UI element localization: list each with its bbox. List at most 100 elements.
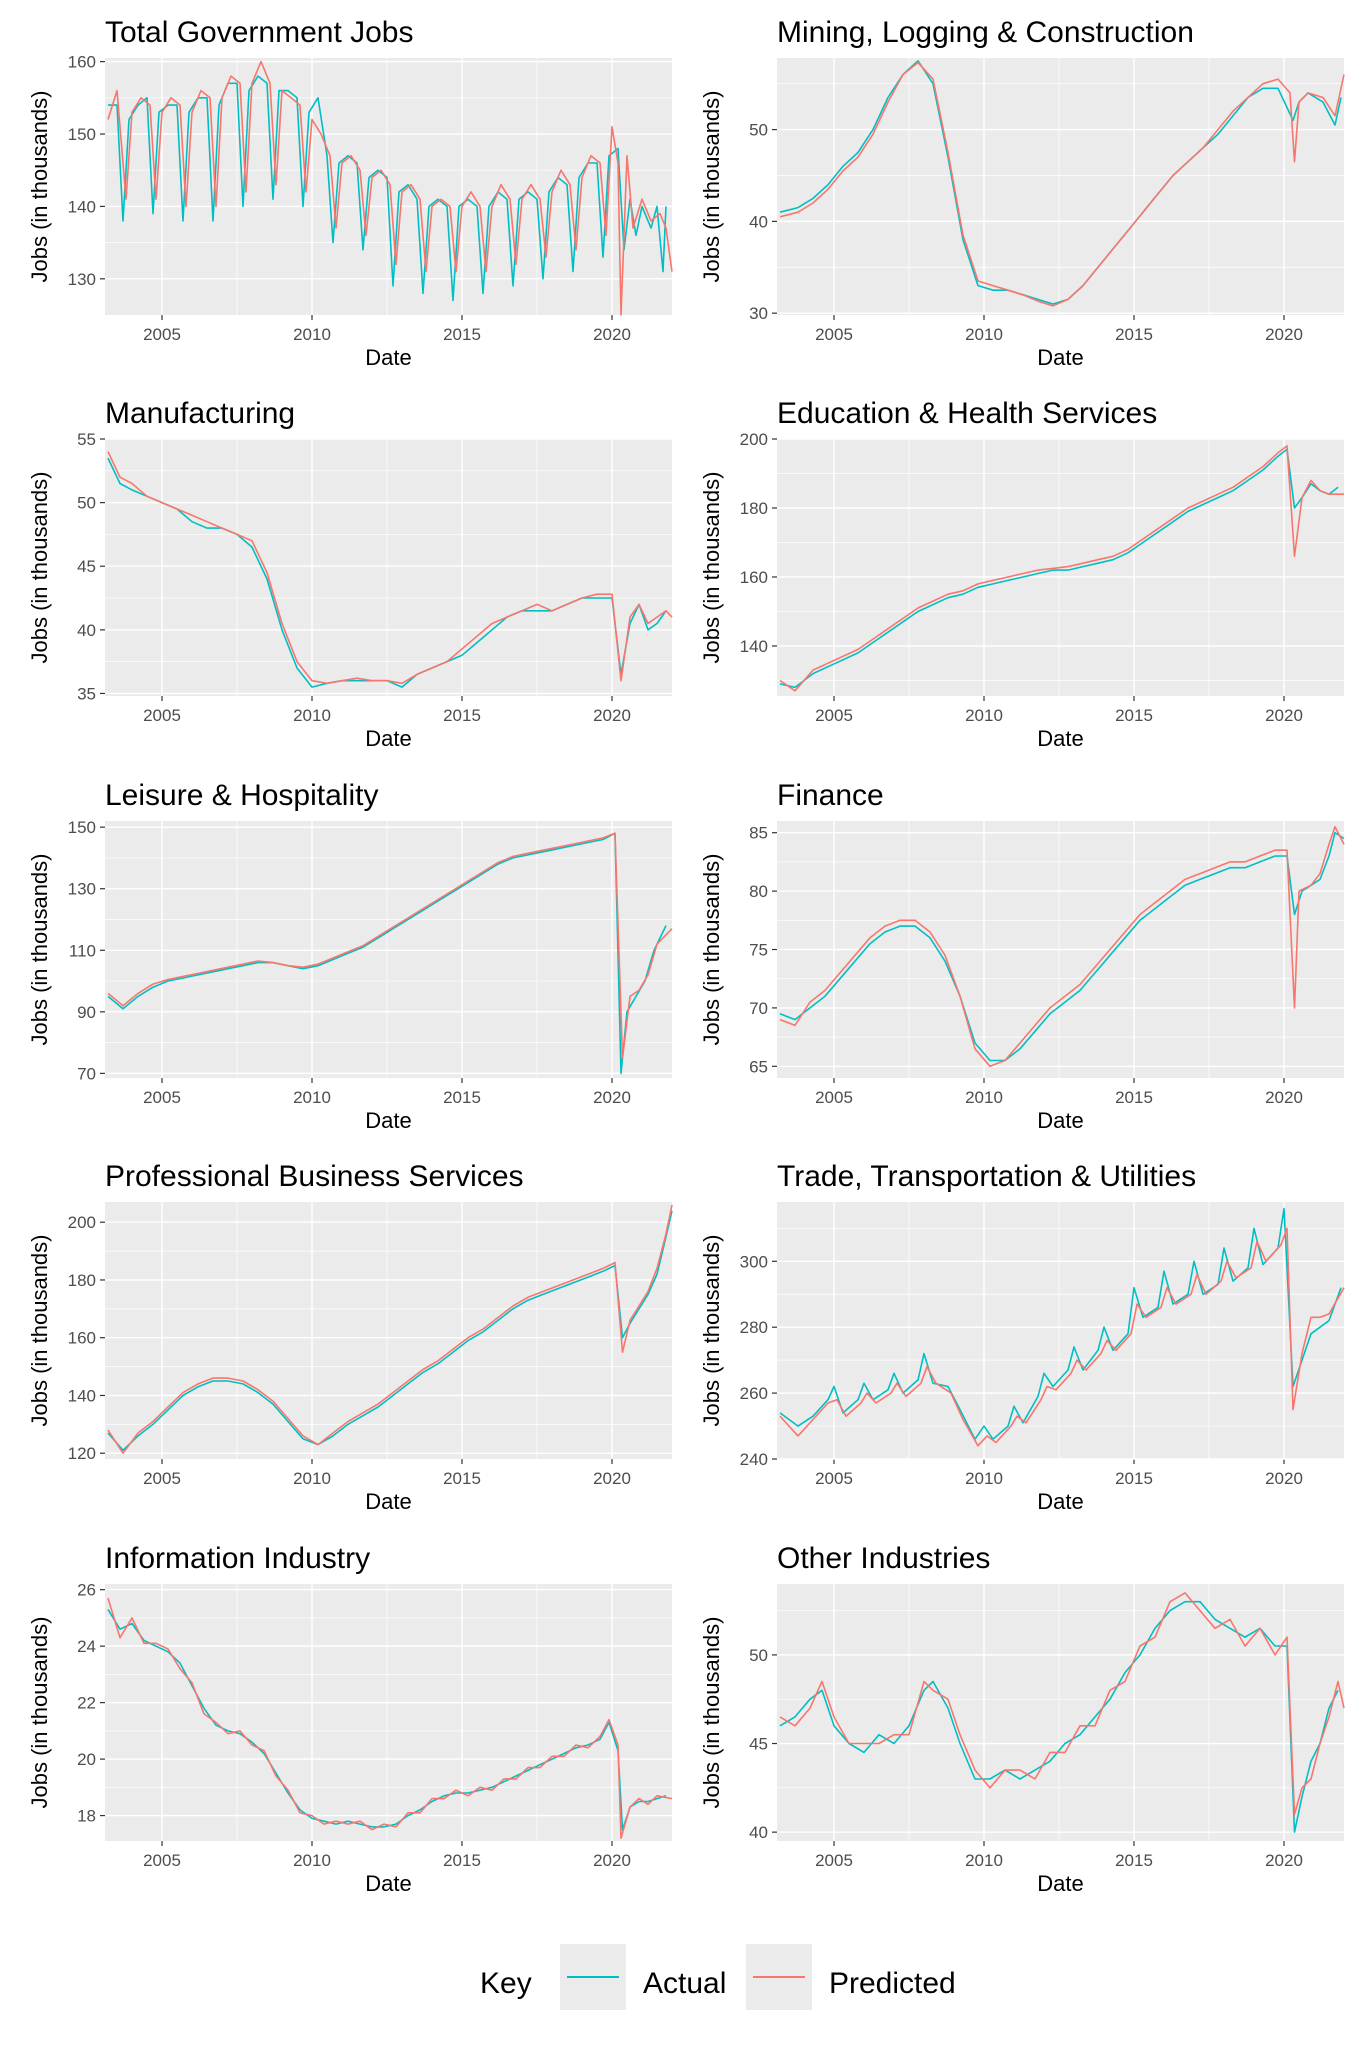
y-tick-label: 85 bbox=[749, 824, 768, 843]
y-tick-label: 110 bbox=[69, 941, 96, 960]
x-tick-label: 2005 bbox=[143, 706, 181, 725]
y-tick-label: 50 bbox=[77, 494, 96, 513]
y-tick-label: 140 bbox=[68, 197, 96, 216]
y-axis-label: Jobs (in thousands) bbox=[27, 854, 52, 1046]
y-tick-label: 50 bbox=[749, 1646, 768, 1665]
panel-trade-transportation-and-utilities: 2005 2010 2015 2020 240 260 280 300 Trade, Trans… bbox=[699, 1160, 1345, 1514]
y-tick-label: 260 bbox=[740, 1384, 768, 1403]
y-tick-label: 75 bbox=[749, 941, 768, 960]
y-tick-label: 30 bbox=[749, 304, 768, 323]
x-tick-label: 2020 bbox=[1265, 706, 1303, 725]
plot-background bbox=[105, 439, 672, 696]
panel-title: Professional Business Services bbox=[105, 1160, 524, 1193]
y-tick-label: 65 bbox=[749, 1057, 768, 1076]
y-axis-label: Jobs (in thousands) bbox=[699, 91, 724, 283]
y-tick-label: 150 bbox=[68, 125, 96, 144]
plot-background bbox=[105, 1584, 672, 1841]
x-tick-label: 2015 bbox=[1115, 1088, 1153, 1107]
x-tick-label: 2005 bbox=[143, 1469, 181, 1488]
y-tick-label: 160 bbox=[740, 568, 768, 587]
legend-label-predicted: Predicted bbox=[829, 1967, 956, 2000]
legend-title: Key bbox=[480, 1967, 532, 2000]
x-tick-label: 2010 bbox=[965, 1469, 1003, 1488]
plot-background bbox=[105, 1202, 672, 1459]
x-tick-label: 2015 bbox=[1115, 706, 1153, 725]
plot-background bbox=[777, 1202, 1344, 1459]
panel-title: Total Government Jobs bbox=[105, 16, 413, 49]
legend-label-actual: Actual bbox=[643, 1967, 726, 2000]
y-tick-label: 240 bbox=[740, 1450, 768, 1469]
x-tick-label: 2020 bbox=[593, 1088, 631, 1107]
x-tick-label: 2020 bbox=[1265, 1469, 1303, 1488]
x-tick-label: 2015 bbox=[443, 1851, 481, 1870]
panel-education-and-health-services: 2005 2010 2015 2020 140 160 180 200 Education & … bbox=[699, 397, 1344, 751]
x-tick-label: 2005 bbox=[815, 1469, 853, 1488]
y-tick-label: 45 bbox=[77, 557, 96, 576]
y-tick-label: 130 bbox=[68, 270, 96, 289]
y-tick-label: 70 bbox=[749, 999, 768, 1018]
panel-manufacturing: 2005 2010 2015 2020 35 40 45 50 55 Manufacturing D… bbox=[27, 397, 673, 751]
panel-finance: 2005 2010 2015 2020 65 70 75 80 85 Finance Date Job… bbox=[699, 779, 1345, 1133]
x-tick-label: 2005 bbox=[815, 325, 853, 344]
series-line-actual bbox=[107, 832, 667, 1075]
legend: Key Actual Predicted bbox=[480, 1944, 956, 2010]
panel-other-industries: 2005 2010 2015 2020 40 45 50 Other Industries Da… bbox=[699, 1542, 1345, 1896]
y-tick-label: 150 bbox=[68, 818, 96, 837]
y-axis-label: Jobs (in thousands) bbox=[27, 472, 52, 664]
x-tick-label: 2015 bbox=[443, 325, 481, 344]
x-tick-label: 2010 bbox=[293, 1469, 331, 1488]
x-tick-label: 2020 bbox=[593, 706, 631, 725]
y-tick-label: 26 bbox=[77, 1581, 96, 1600]
x-tick-label: 2020 bbox=[1265, 325, 1303, 344]
x-tick-label: 2010 bbox=[293, 1851, 331, 1870]
series-line-predicted bbox=[779, 1592, 1345, 1816]
x-tick-label: 2020 bbox=[1265, 1088, 1303, 1107]
y-tick-label: 160 bbox=[68, 1329, 96, 1348]
y-axis-label: Jobs (in thousands) bbox=[699, 472, 724, 664]
y-axis-label: Jobs (in thousands) bbox=[27, 91, 52, 283]
y-tick-label: 40 bbox=[77, 621, 96, 640]
x-tick-label: 2015 bbox=[443, 1088, 481, 1107]
series-line-predicted bbox=[779, 825, 1345, 1068]
panel-leisure-and-hospitality: 2005 2010 2015 2020 70 90 110 130 150 Leisure & H… bbox=[27, 779, 673, 1133]
x-tick-label: 2020 bbox=[593, 1851, 631, 1870]
y-tick-label: 80 bbox=[749, 882, 768, 901]
panel-title: Trade, Transportation & Utilities bbox=[777, 1160, 1196, 1193]
plot-background bbox=[105, 821, 672, 1078]
chart-panels: 2005 2010 2015 2020 130 140 150 160 Total Govern… bbox=[27, 16, 1345, 1896]
x-axis-label: Date bbox=[1037, 1108, 1083, 1133]
y-tick-label: 130 bbox=[68, 880, 96, 899]
x-tick-label: 2005 bbox=[815, 1088, 853, 1107]
panel-professional-business-services: 2005 2010 2015 2020 120 140 160 180 200 Professio… bbox=[27, 1160, 673, 1514]
panel-mining-logging-and-construction: 2005 2010 2015 2020 30 40 50 Mining, Logging & … bbox=[699, 16, 1345, 370]
x-tick-label: 2020 bbox=[1265, 1851, 1303, 1870]
y-tick-label: 22 bbox=[77, 1694, 96, 1713]
panel-title: Leisure & Hospitality bbox=[105, 779, 378, 812]
series-line-actual bbox=[108, 75, 667, 302]
x-tick-label: 2005 bbox=[815, 1851, 853, 1870]
x-axis-label: Date bbox=[365, 1871, 411, 1896]
series-line-predicted bbox=[107, 1204, 673, 1454]
y-tick-label: 180 bbox=[740, 499, 768, 518]
panel-title: Manufacturing bbox=[105, 397, 295, 430]
series-line-actual bbox=[779, 1207, 1342, 1440]
series-line-predicted bbox=[107, 832, 673, 1059]
x-tick-label: 2005 bbox=[143, 325, 181, 344]
panel-title: Finance bbox=[777, 779, 884, 812]
x-tick-label: 2010 bbox=[293, 325, 331, 344]
panel-title: Other Industries bbox=[777, 1542, 990, 1575]
y-tick-label: 45 bbox=[749, 1735, 768, 1754]
y-tick-label: 120 bbox=[68, 1444, 96, 1463]
x-axis-label: Date bbox=[365, 345, 411, 370]
panel-information-industry: 2005 2010 2015 2020 18 20 22 24 26 Information In… bbox=[27, 1542, 673, 1896]
x-tick-label: 2010 bbox=[293, 1088, 331, 1107]
y-axis-label: Jobs (in thousands) bbox=[699, 854, 724, 1046]
x-tick-label: 2015 bbox=[1115, 1851, 1153, 1870]
plot-background bbox=[105, 58, 672, 315]
x-tick-label: 2015 bbox=[443, 1469, 481, 1488]
x-tick-label: 2005 bbox=[815, 706, 853, 725]
series-line-predicted bbox=[779, 445, 1344, 692]
y-tick-label: 55 bbox=[77, 430, 96, 449]
y-tick-label: 160 bbox=[68, 53, 96, 72]
y-axis-label: Jobs (in thousands) bbox=[27, 1617, 52, 1809]
